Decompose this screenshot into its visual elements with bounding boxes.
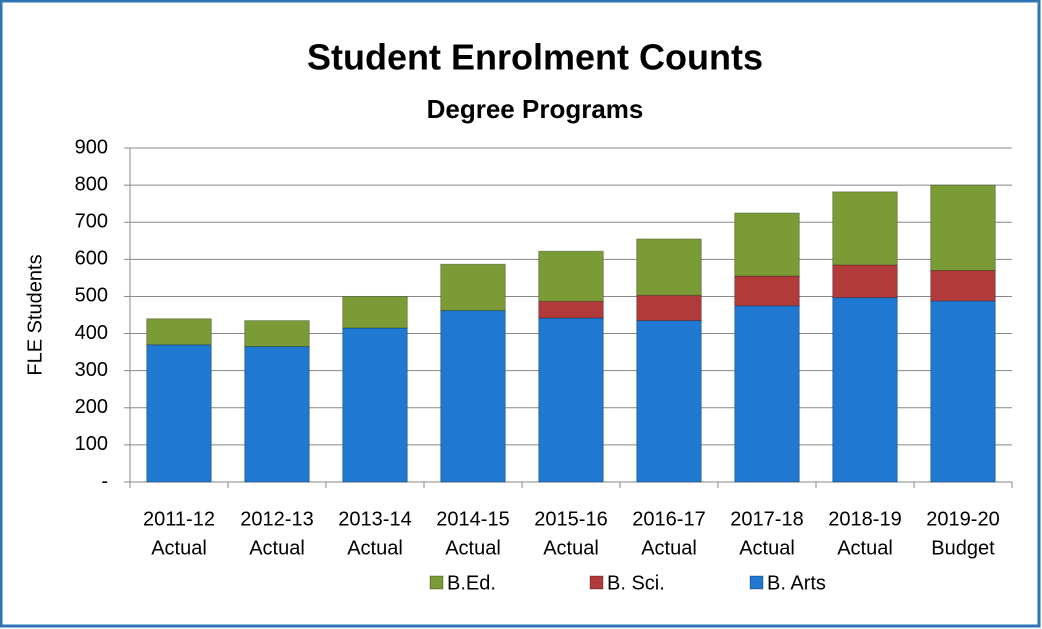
bar-segment [930, 300, 996, 483]
bar-segment [342, 295, 408, 329]
bar-segment [146, 344, 212, 483]
bar-segment [538, 300, 604, 319]
bar-segment [930, 184, 996, 271]
x-tick-label: 2018-19 [828, 508, 901, 530]
bar-segment [734, 275, 800, 307]
bar-segment [930, 269, 996, 302]
bar-segment [832, 191, 898, 266]
chart-title: Student Enrolment Counts [307, 37, 763, 78]
bar-segment [636, 294, 702, 322]
bar-segment [538, 317, 604, 483]
y-tick-label: 600 [75, 248, 108, 270]
x-tick-label: Actual [641, 537, 697, 559]
x-tick-label: Actual [151, 537, 207, 559]
y-tick-label: 400 [75, 322, 108, 344]
bar-segment [440, 263, 506, 312]
bar-segment [244, 320, 310, 348]
bar-segment [832, 297, 898, 483]
bar-segment [636, 238, 702, 296]
y-tick-label: 800 [75, 173, 108, 195]
x-tick-label: 2017-18 [730, 508, 803, 530]
bar-segment [734, 212, 800, 277]
x-tick-label: Actual [445, 537, 501, 559]
x-tick-label: Actual [739, 537, 795, 559]
legend-label: B. Sci. [607, 572, 665, 594]
y-tick-label: 300 [75, 359, 108, 381]
legend-label: B.Ed. [447, 572, 496, 594]
legend-swatch [749, 575, 764, 590]
x-tick-label: 2012-13 [240, 508, 313, 530]
y-tick-label: 900 [75, 136, 108, 158]
chart-subtitle: Degree Programs [427, 94, 644, 124]
bar-segment [146, 318, 212, 346]
x-tick-label: 2016-17 [632, 508, 705, 530]
x-tick-label: 2019-20 [926, 508, 999, 530]
x-tick-label: 2013-14 [338, 508, 411, 530]
legend-swatch [429, 575, 444, 590]
x-tick-label: Actual [249, 537, 305, 559]
x-tick-label: Budget [931, 537, 995, 559]
bar-segment [440, 310, 506, 483]
bar-segment [636, 320, 702, 483]
y-tick-label: 200 [75, 396, 108, 418]
x-tick-label: Actual [543, 537, 599, 559]
bar-segment [832, 264, 898, 299]
y-tick-label: 700 [75, 211, 108, 233]
y-tick-label: - [101, 470, 108, 492]
bar-segment [342, 327, 408, 483]
x-tick-label: 2014-15 [436, 508, 509, 530]
legend-label: B. Arts [767, 572, 826, 594]
y-tick-label: 500 [75, 285, 108, 307]
bar-segment [244, 346, 310, 483]
x-tick-label: 2011-12 [143, 508, 215, 530]
bar-segment [538, 250, 604, 302]
bar-segment [734, 305, 800, 483]
legend-swatch [589, 575, 604, 590]
x-tick-label: Actual [347, 537, 403, 559]
y-tick-label: 100 [75, 433, 108, 455]
x-tick-label: 2015-16 [534, 508, 607, 530]
y-axis-label: FLE Students [24, 254, 46, 375]
x-tick-label: Actual [837, 537, 893, 559]
